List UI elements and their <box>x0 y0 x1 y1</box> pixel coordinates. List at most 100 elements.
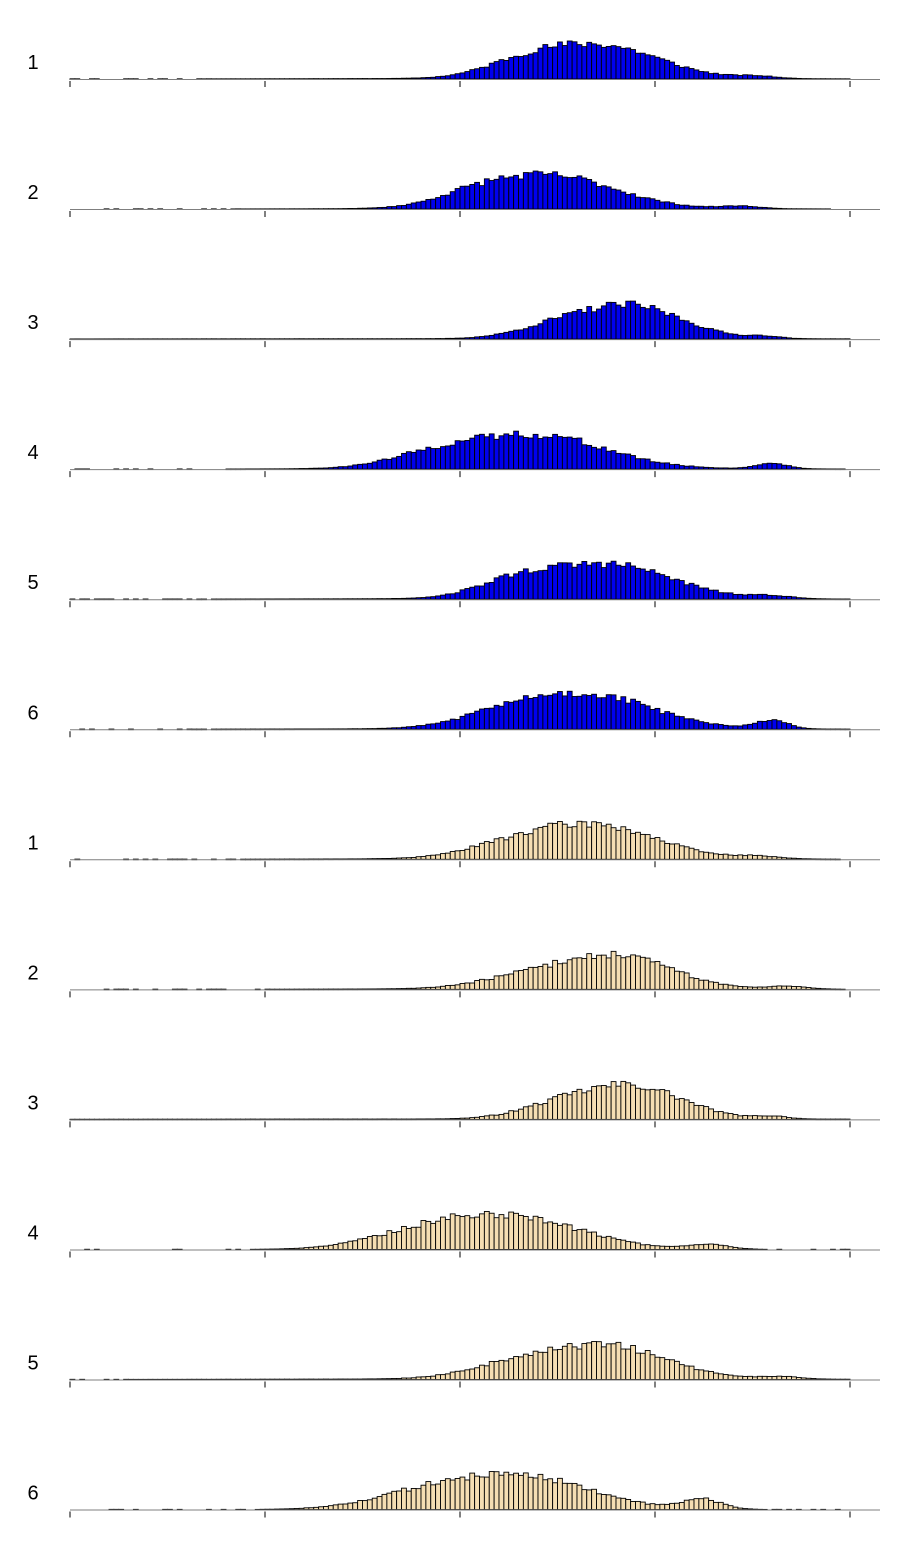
histogram-bar <box>742 594 749 600</box>
histogram-bar <box>654 837 661 860</box>
histogram-bar <box>664 462 671 470</box>
histogram-bar <box>610 560 617 600</box>
histogram-bar <box>713 1111 719 1120</box>
histogram-bar <box>683 972 690 990</box>
histogram-bar <box>708 467 714 470</box>
histogram-bar <box>420 1376 427 1380</box>
histogram-bar <box>586 1489 593 1511</box>
histogram-bar <box>737 1247 744 1250</box>
histogram-bar <box>644 1503 651 1510</box>
histogram-bar <box>449 1213 456 1250</box>
histogram-bar <box>659 1357 666 1380</box>
histogram-bar <box>693 69 700 80</box>
histogram-bar <box>454 337 461 340</box>
histogram-bar <box>717 1244 724 1250</box>
histogram-bar <box>664 711 671 730</box>
histogram-bar <box>786 723 792 730</box>
histogram-bar <box>776 1375 783 1380</box>
histogram-bar <box>752 75 758 80</box>
histogram-bar <box>654 199 661 210</box>
histogram-bar <box>581 694 588 730</box>
histogram-bar <box>323 1245 329 1250</box>
histogram-bar <box>639 1244 646 1250</box>
histogram-bar <box>444 1478 451 1510</box>
histogram-bar <box>698 1244 705 1250</box>
histogram-bar <box>737 725 744 730</box>
histogram-bar <box>401 77 407 80</box>
histogram-bar <box>591 311 597 340</box>
histogram-bar <box>537 826 544 860</box>
histogram-bar <box>678 66 685 80</box>
histogram-bar <box>761 986 768 990</box>
histogram-bar <box>659 964 666 990</box>
histogram-bar <box>659 1245 666 1250</box>
histogram-bar <box>503 331 510 340</box>
histogram-bar <box>298 1247 305 1250</box>
histogram-bar <box>347 208 354 210</box>
panel-label: 6 <box>27 702 38 724</box>
histogram-bar <box>800 1118 807 1120</box>
histogram-bar <box>776 595 783 600</box>
histogram-bar <box>415 725 422 730</box>
histogram-bar <box>805 987 812 990</box>
histogram-bar <box>508 434 515 470</box>
histogram-panel: 5 <box>27 560 880 608</box>
histogram-bar <box>713 1372 719 1380</box>
histogram-bar <box>542 173 549 210</box>
histogram-bar <box>386 1378 393 1380</box>
histogram-bar <box>805 1118 812 1120</box>
histogram-bar <box>396 857 402 860</box>
histogram-bar <box>488 979 495 990</box>
histogram-bar <box>366 858 373 860</box>
histogram-bar <box>717 724 724 730</box>
histogram-bar <box>605 823 612 860</box>
histogram-bar <box>752 1115 758 1120</box>
histogram-bar <box>732 985 739 990</box>
histogram-bar <box>561 962 568 990</box>
histogram-bar <box>357 207 363 210</box>
histogram-bar <box>410 597 417 600</box>
histogram-bar <box>781 1375 788 1380</box>
histogram-bar <box>386 1230 393 1250</box>
histogram-bar <box>732 205 739 210</box>
histogram-bar <box>727 205 734 210</box>
histogram-bar <box>630 49 636 80</box>
histogram-bar <box>630 1084 636 1120</box>
histogram-bar <box>664 201 671 210</box>
histogram-bar <box>552 1096 558 1120</box>
histogram-bar <box>698 1498 705 1510</box>
histogram-bar <box>561 1223 568 1250</box>
histogram-bar <box>620 1080 627 1120</box>
histogram-bar <box>591 562 597 600</box>
histogram-bar <box>654 56 661 80</box>
histogram-bar <box>586 179 593 210</box>
histogram-bar <box>566 312 573 340</box>
histogram-bar <box>288 1248 295 1250</box>
histogram-bar <box>508 330 515 340</box>
histogram-bar <box>683 1099 690 1120</box>
histogram-bar <box>493 1471 500 1510</box>
histogram-bar <box>479 336 485 340</box>
histogram-bar <box>659 840 666 860</box>
histogram-bar <box>566 1482 573 1510</box>
histogram-bar <box>508 176 515 210</box>
histogram-bar <box>625 194 632 210</box>
panel-label: 3 <box>27 312 38 334</box>
histogram-bar <box>703 206 710 210</box>
histogram-bar <box>449 444 456 470</box>
histogram-bar <box>498 1214 505 1250</box>
histogram-bar <box>659 462 666 470</box>
histogram-bar <box>683 1245 690 1250</box>
histogram-bar <box>391 1232 398 1250</box>
histogram-bar <box>756 75 763 80</box>
histogram-bar <box>596 1341 602 1380</box>
histogram-bar <box>620 191 627 210</box>
histogram-bar <box>371 1235 378 1250</box>
histogram-bar <box>542 436 549 470</box>
histogram-bar <box>752 465 758 470</box>
histogram-bar <box>669 712 675 730</box>
histogram-bar <box>532 1477 539 1510</box>
histogram-bar <box>727 1374 734 1380</box>
histogram-bar <box>678 204 685 210</box>
histogram-bar <box>508 1110 515 1120</box>
